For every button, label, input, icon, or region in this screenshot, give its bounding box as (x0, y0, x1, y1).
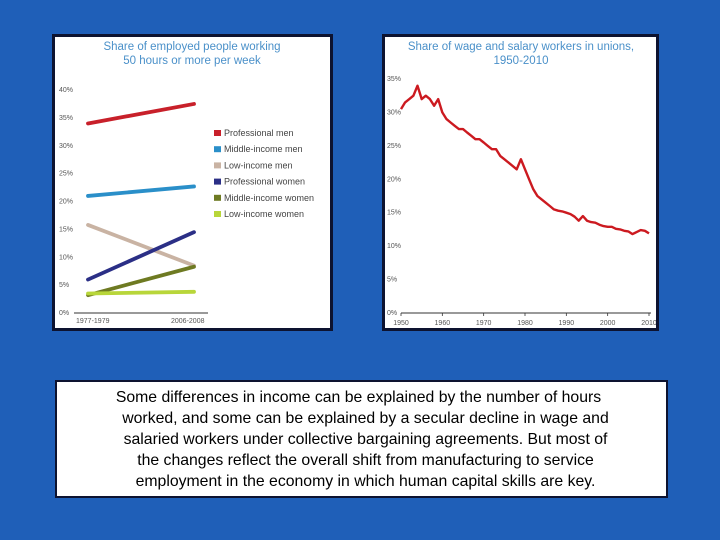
series-line (86, 102, 196, 126)
y-tick-label: 5% (59, 282, 69, 289)
series-line (86, 230, 196, 282)
legend-label: Professional women (224, 177, 305, 187)
caption-line: the changes reflect the overall shift fr… (137, 452, 594, 469)
legend-swatch (214, 178, 221, 185)
x-tick-label: 1990 (559, 320, 575, 327)
union-chart-panel: Share of wage and salary workers in unio… (382, 34, 659, 331)
series-line (86, 289, 196, 296)
union-chart: Share of wage and salary workers in unio… (387, 41, 656, 327)
y-tick-label: 30% (387, 109, 401, 116)
y-tick-label: 5% (387, 277, 397, 284)
y-tick-label: 10% (387, 243, 401, 250)
x-tick-label: 2010 (641, 320, 656, 327)
y-tick-label: 35% (59, 115, 73, 122)
x-tick-label: 1950 (393, 320, 409, 327)
y-tick-label: 10% (59, 254, 73, 261)
legend-label: Middle-income men (224, 144, 303, 154)
y-tick-label: 20% (387, 176, 401, 183)
y-tick-label: 25% (59, 171, 73, 178)
legend-swatch (214, 194, 221, 201)
caption-line: worked, and some can be explained by a s… (122, 410, 609, 427)
caption-line: employment in the economy in which human… (135, 473, 596, 490)
chart-title: Share of employed people working (103, 41, 280, 53)
y-tick-label: 0% (387, 310, 397, 317)
series-line (86, 184, 196, 198)
legend-swatch (214, 211, 221, 217)
caption-box: Some differences in income can be explai… (55, 380, 668, 498)
hours-chart: Share of employed people working 50 hours… (59, 41, 314, 325)
caption-line: salaried workers under collective bargai… (123, 431, 608, 448)
caption-line: Some differences in income can be explai… (115, 389, 602, 406)
series-line (86, 264, 196, 298)
x-tick-label: 2000 (600, 320, 616, 327)
x-tick-label: 1977-1979 (76, 318, 110, 325)
x-tick-label: 2006-2008 (171, 318, 205, 325)
legend-swatch (214, 162, 221, 169)
hours-chart-panel: Share of employed people working 50 hours… (52, 34, 333, 331)
x-tick-label: 1980 (517, 320, 533, 327)
series-line (86, 223, 196, 268)
chart-title: 50 hours or more per week (123, 55, 261, 67)
y-tick-label: 15% (59, 226, 73, 233)
union-share-line (399, 84, 650, 236)
y-tick-label: 40% (59, 87, 73, 94)
y-tick-label: 25% (387, 143, 401, 150)
y-tick-label: 15% (387, 210, 401, 217)
legend-label: Low-income men (224, 160, 293, 170)
y-tick-label: 20% (59, 199, 73, 206)
chart-title: 1950-2010 (494, 55, 549, 67)
legend-label: Professional men (224, 128, 294, 138)
legend-label: Low-income women (224, 209, 304, 219)
y-tick-label: 35% (387, 76, 401, 83)
x-tick-label: 1970 (476, 320, 492, 327)
x-tick-label: 1960 (435, 320, 451, 327)
chart-title: Share of wage and salary workers in unio… (408, 41, 634, 53)
legend-label: Middle-income women (224, 193, 314, 203)
legend-swatch (214, 146, 221, 153)
y-tick-label: 0% (59, 310, 69, 317)
y-tick-label: 30% (59, 143, 73, 150)
legend-swatch (214, 130, 221, 136)
